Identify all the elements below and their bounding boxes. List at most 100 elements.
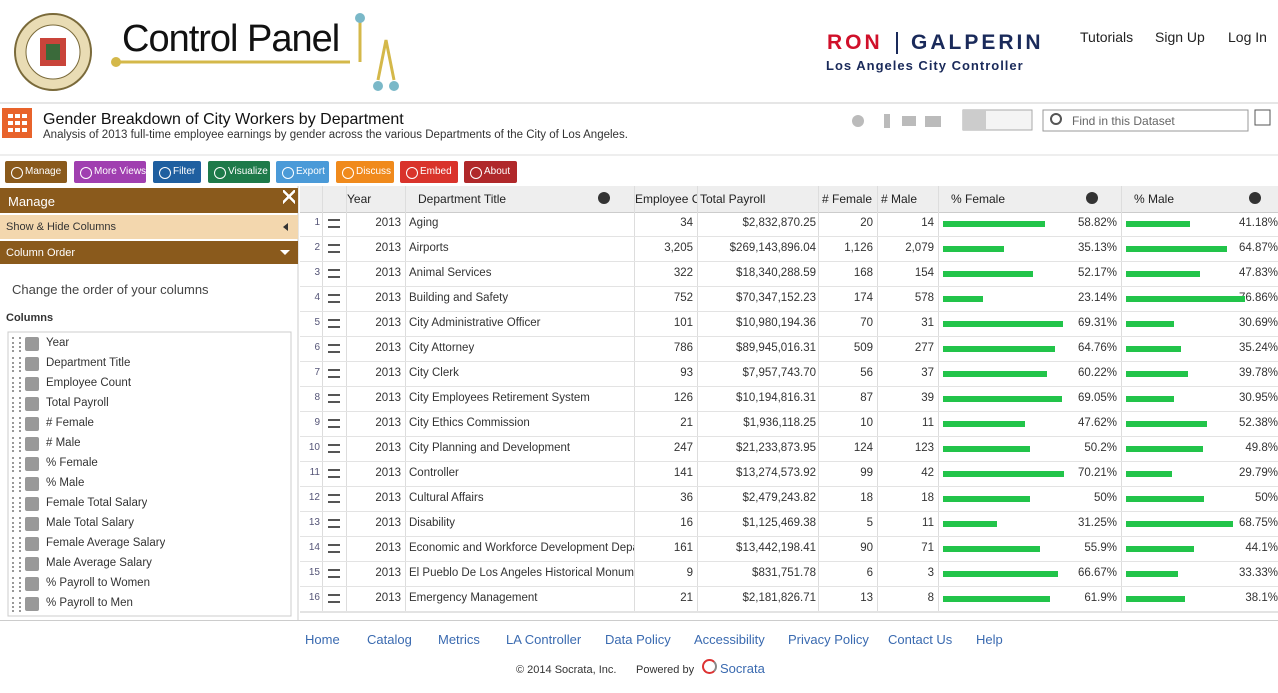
table-cell[interactable]: $10,194,816.31 [697, 392, 816, 404]
search-input[interactable]: Find in this Dataset [1072, 114, 1175, 128]
toolbar-button[interactable]: Manage [5, 161, 67, 183]
toolbar-button[interactable]: Filter [153, 161, 201, 183]
table-cell[interactable]: 168 [818, 267, 873, 279]
table-cell[interactable]: 11 [877, 417, 934, 429]
table-cell[interactable]: 124 [818, 442, 873, 454]
table-cell[interactable]: 2013 [346, 592, 401, 604]
table-cell[interactable]: 123 [877, 442, 934, 454]
table-cell[interactable]: 2013 [346, 517, 401, 529]
table-cell[interactable]: 2013 [346, 292, 401, 304]
table-cell[interactable]: 2013 [346, 467, 401, 479]
toolbar-button[interactable]: About [464, 161, 517, 183]
footer-link[interactable]: Contact Us [888, 632, 952, 647]
table-cell[interactable]: Animal Services [409, 267, 634, 279]
table-cell[interactable]: $13,274,573.92 [697, 467, 816, 479]
section-tab[interactable]: Column Order [6, 247, 75, 259]
table-cell[interactable]: 2013 [346, 542, 401, 554]
table-cell[interactable]: 2013 [346, 342, 401, 354]
toolbar-button[interactable]: Visualize [208, 161, 270, 183]
table-cell[interactable]: 93 [634, 367, 693, 379]
table-cell[interactable]: 2013 [346, 267, 401, 279]
table-cell[interactable]: 11 [877, 517, 934, 529]
table-cell[interactable]: 31 [877, 317, 934, 329]
table-cell[interactable]: 34 [634, 217, 693, 229]
table-cell[interactable]: 2013 [346, 567, 401, 579]
table-cell[interactable]: City Employees Retirement System [409, 392, 634, 404]
footer-link[interactable]: Catalog [367, 632, 412, 647]
table-cell[interactable]: 39 [877, 392, 934, 404]
table-cell[interactable]: 2013 [346, 317, 401, 329]
table-cell[interactable]: 20 [818, 217, 873, 229]
table-cell[interactable]: 3,205 [634, 242, 693, 254]
table-cell[interactable]: 42 [877, 467, 934, 479]
table-cell[interactable]: 71 [877, 542, 934, 554]
footer-link[interactable]: LA Controller [506, 632, 581, 647]
footer-link[interactable]: Home [305, 632, 340, 647]
table-cell[interactable]: 9 [634, 567, 693, 579]
table-cell[interactable]: 2013 [346, 367, 401, 379]
table-cell[interactable]: 161 [634, 542, 693, 554]
table-cell[interactable]: 87 [818, 392, 873, 404]
table-cell[interactable]: 18 [818, 492, 873, 504]
table-cell[interactable]: $89,945,016.31 [697, 342, 816, 354]
table-cell[interactable]: $831,751.78 [697, 567, 816, 579]
table-cell[interactable]: 70 [818, 317, 873, 329]
table-cell[interactable]: Economic and Workforce Development Depar… [409, 542, 634, 554]
table-cell[interactable]: 36 [634, 492, 693, 504]
table-cell[interactable]: El Pueblo De Los Angeles Historical Monu… [409, 567, 634, 579]
table-cell[interactable]: 2013 [346, 242, 401, 254]
table-cell[interactable]: 1,126 [818, 242, 873, 254]
table-cell[interactable]: $269,143,896.04 [697, 242, 816, 254]
toolbar-button[interactable]: Embed [400, 161, 458, 183]
section-tab[interactable]: Show & Hide Columns [6, 221, 116, 233]
table-cell[interactable]: 14 [877, 217, 934, 229]
table-cell[interactable]: 13 [818, 592, 873, 604]
table-cell[interactable]: $2,479,243.82 [697, 492, 816, 504]
table-cell[interactable]: 154 [877, 267, 934, 279]
table-cell[interactable]: 2013 [346, 442, 401, 454]
table-cell[interactable]: 99 [818, 467, 873, 479]
table-cell[interactable]: 2013 [346, 492, 401, 504]
table-cell[interactable]: 5 [818, 517, 873, 529]
table-cell[interactable]: 752 [634, 292, 693, 304]
table-cell[interactable]: 2013 [346, 417, 401, 429]
table-cell[interactable]: City Planning and Development [409, 442, 634, 454]
table-cell[interactable]: Building and Safety [409, 292, 634, 304]
table-cell[interactable]: 101 [634, 317, 693, 329]
table-cell[interactable]: Cultural Affairs [409, 492, 634, 504]
table-cell[interactable]: 8 [877, 592, 934, 604]
footer-link[interactable]: Help [976, 632, 1003, 647]
table-cell[interactable]: 786 [634, 342, 693, 354]
table-cell[interactable]: $2,181,826.71 [697, 592, 816, 604]
toolbar-button[interactable]: Discuss [336, 161, 394, 183]
table-cell[interactable]: 578 [877, 292, 934, 304]
table-cell[interactable]: 90 [818, 542, 873, 554]
table-cell[interactable]: 10 [818, 417, 873, 429]
nav-link[interactable]: Tutorials [1080, 29, 1133, 45]
table-cell[interactable]: 56 [818, 367, 873, 379]
table-cell[interactable]: 37 [877, 367, 934, 379]
table-cell[interactable]: Disability [409, 517, 634, 529]
table-cell[interactable]: Aging [409, 217, 634, 229]
table-cell[interactable]: 6 [818, 567, 873, 579]
footer-link[interactable]: Data Policy [605, 632, 671, 647]
toolbar-button[interactable]: More Views [74, 161, 146, 183]
table-cell[interactable]: City Attorney [409, 342, 634, 354]
table-cell[interactable]: $70,347,152.23 [697, 292, 816, 304]
table-cell[interactable]: $18,340,288.59 [697, 267, 816, 279]
table-cell[interactable]: $21,233,873.95 [697, 442, 816, 454]
table-cell[interactable]: 126 [634, 392, 693, 404]
table-cell[interactable]: Airports [409, 242, 634, 254]
table-cell[interactable]: Emergency Management [409, 592, 634, 604]
toolbar-button[interactable]: Export [276, 161, 329, 183]
table-cell[interactable]: $2,832,870.25 [697, 217, 816, 229]
table-cell[interactable]: 2,079 [877, 242, 934, 254]
table-cell[interactable]: $10,980,194.36 [697, 317, 816, 329]
table-cell[interactable]: City Ethics Commission [409, 417, 634, 429]
table-cell[interactable]: 2013 [346, 217, 401, 229]
nav-link[interactable]: Log In [1228, 29, 1267, 45]
table-cell[interactable]: 16 [634, 517, 693, 529]
table-cell[interactable]: 174 [818, 292, 873, 304]
table-cell[interactable]: 509 [818, 342, 873, 354]
close-button[interactable] [283, 190, 295, 204]
